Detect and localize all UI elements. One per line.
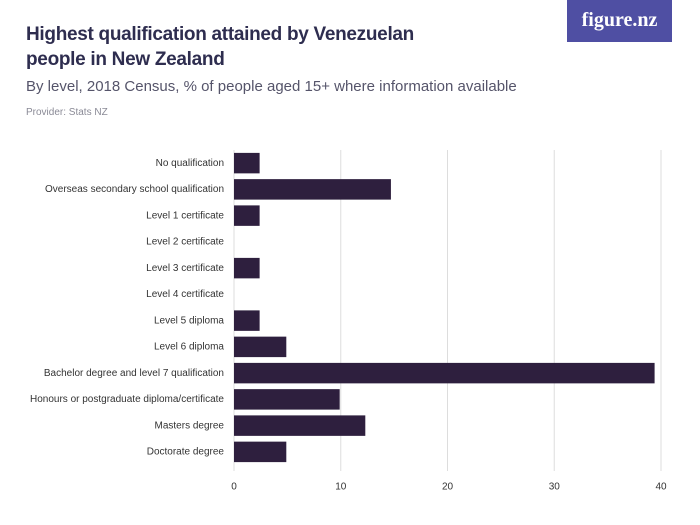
y-tick-label: Honours or postgraduate diploma/certific… [30, 394, 224, 405]
x-tick-label: 10 [335, 482, 347, 493]
bar [234, 362, 655, 384]
y-tick-label: Overseas secondary school qualification [45, 184, 224, 195]
y-tick-label: Level 5 diploma [154, 315, 224, 326]
y-tick-label: Level 1 certificate [146, 210, 224, 221]
x-tick-label: 0 [231, 482, 237, 493]
bar [234, 152, 260, 174]
bar [234, 205, 260, 226]
y-tick-label: Bachelor degree and level 7 qualificatio… [44, 368, 224, 379]
y-tick-label: Masters degree [155, 420, 225, 431]
x-tick-label: 30 [549, 482, 561, 493]
y-tick-label: Doctorate degree [147, 447, 225, 458]
bar [234, 336, 287, 358]
y-tick-label: Level 6 diploma [154, 342, 224, 353]
chart-title: Highest qualification attained by Venezu… [26, 24, 414, 70]
source: Provider: Stats NZ [26, 107, 108, 118]
chart-subtitle: By level, 2018 Census, % of people aged … [26, 78, 517, 95]
y-tick-label: Level 3 certificate [146, 263, 224, 274]
bar [234, 179, 391, 200]
bar [234, 415, 366, 436]
y-tick-label: Level 2 certificate [146, 237, 224, 248]
y-tick-label: No qualification [156, 158, 224, 169]
bar [234, 310, 260, 331]
x-tick-label: 20 [442, 482, 454, 493]
logo[interactable]: figure.nz [567, 0, 672, 42]
bar [234, 441, 287, 463]
bar [234, 389, 340, 410]
y-tick-label: Level 4 certificate [146, 289, 224, 300]
x-tick-label: 40 [655, 482, 667, 493]
bar [234, 257, 260, 279]
